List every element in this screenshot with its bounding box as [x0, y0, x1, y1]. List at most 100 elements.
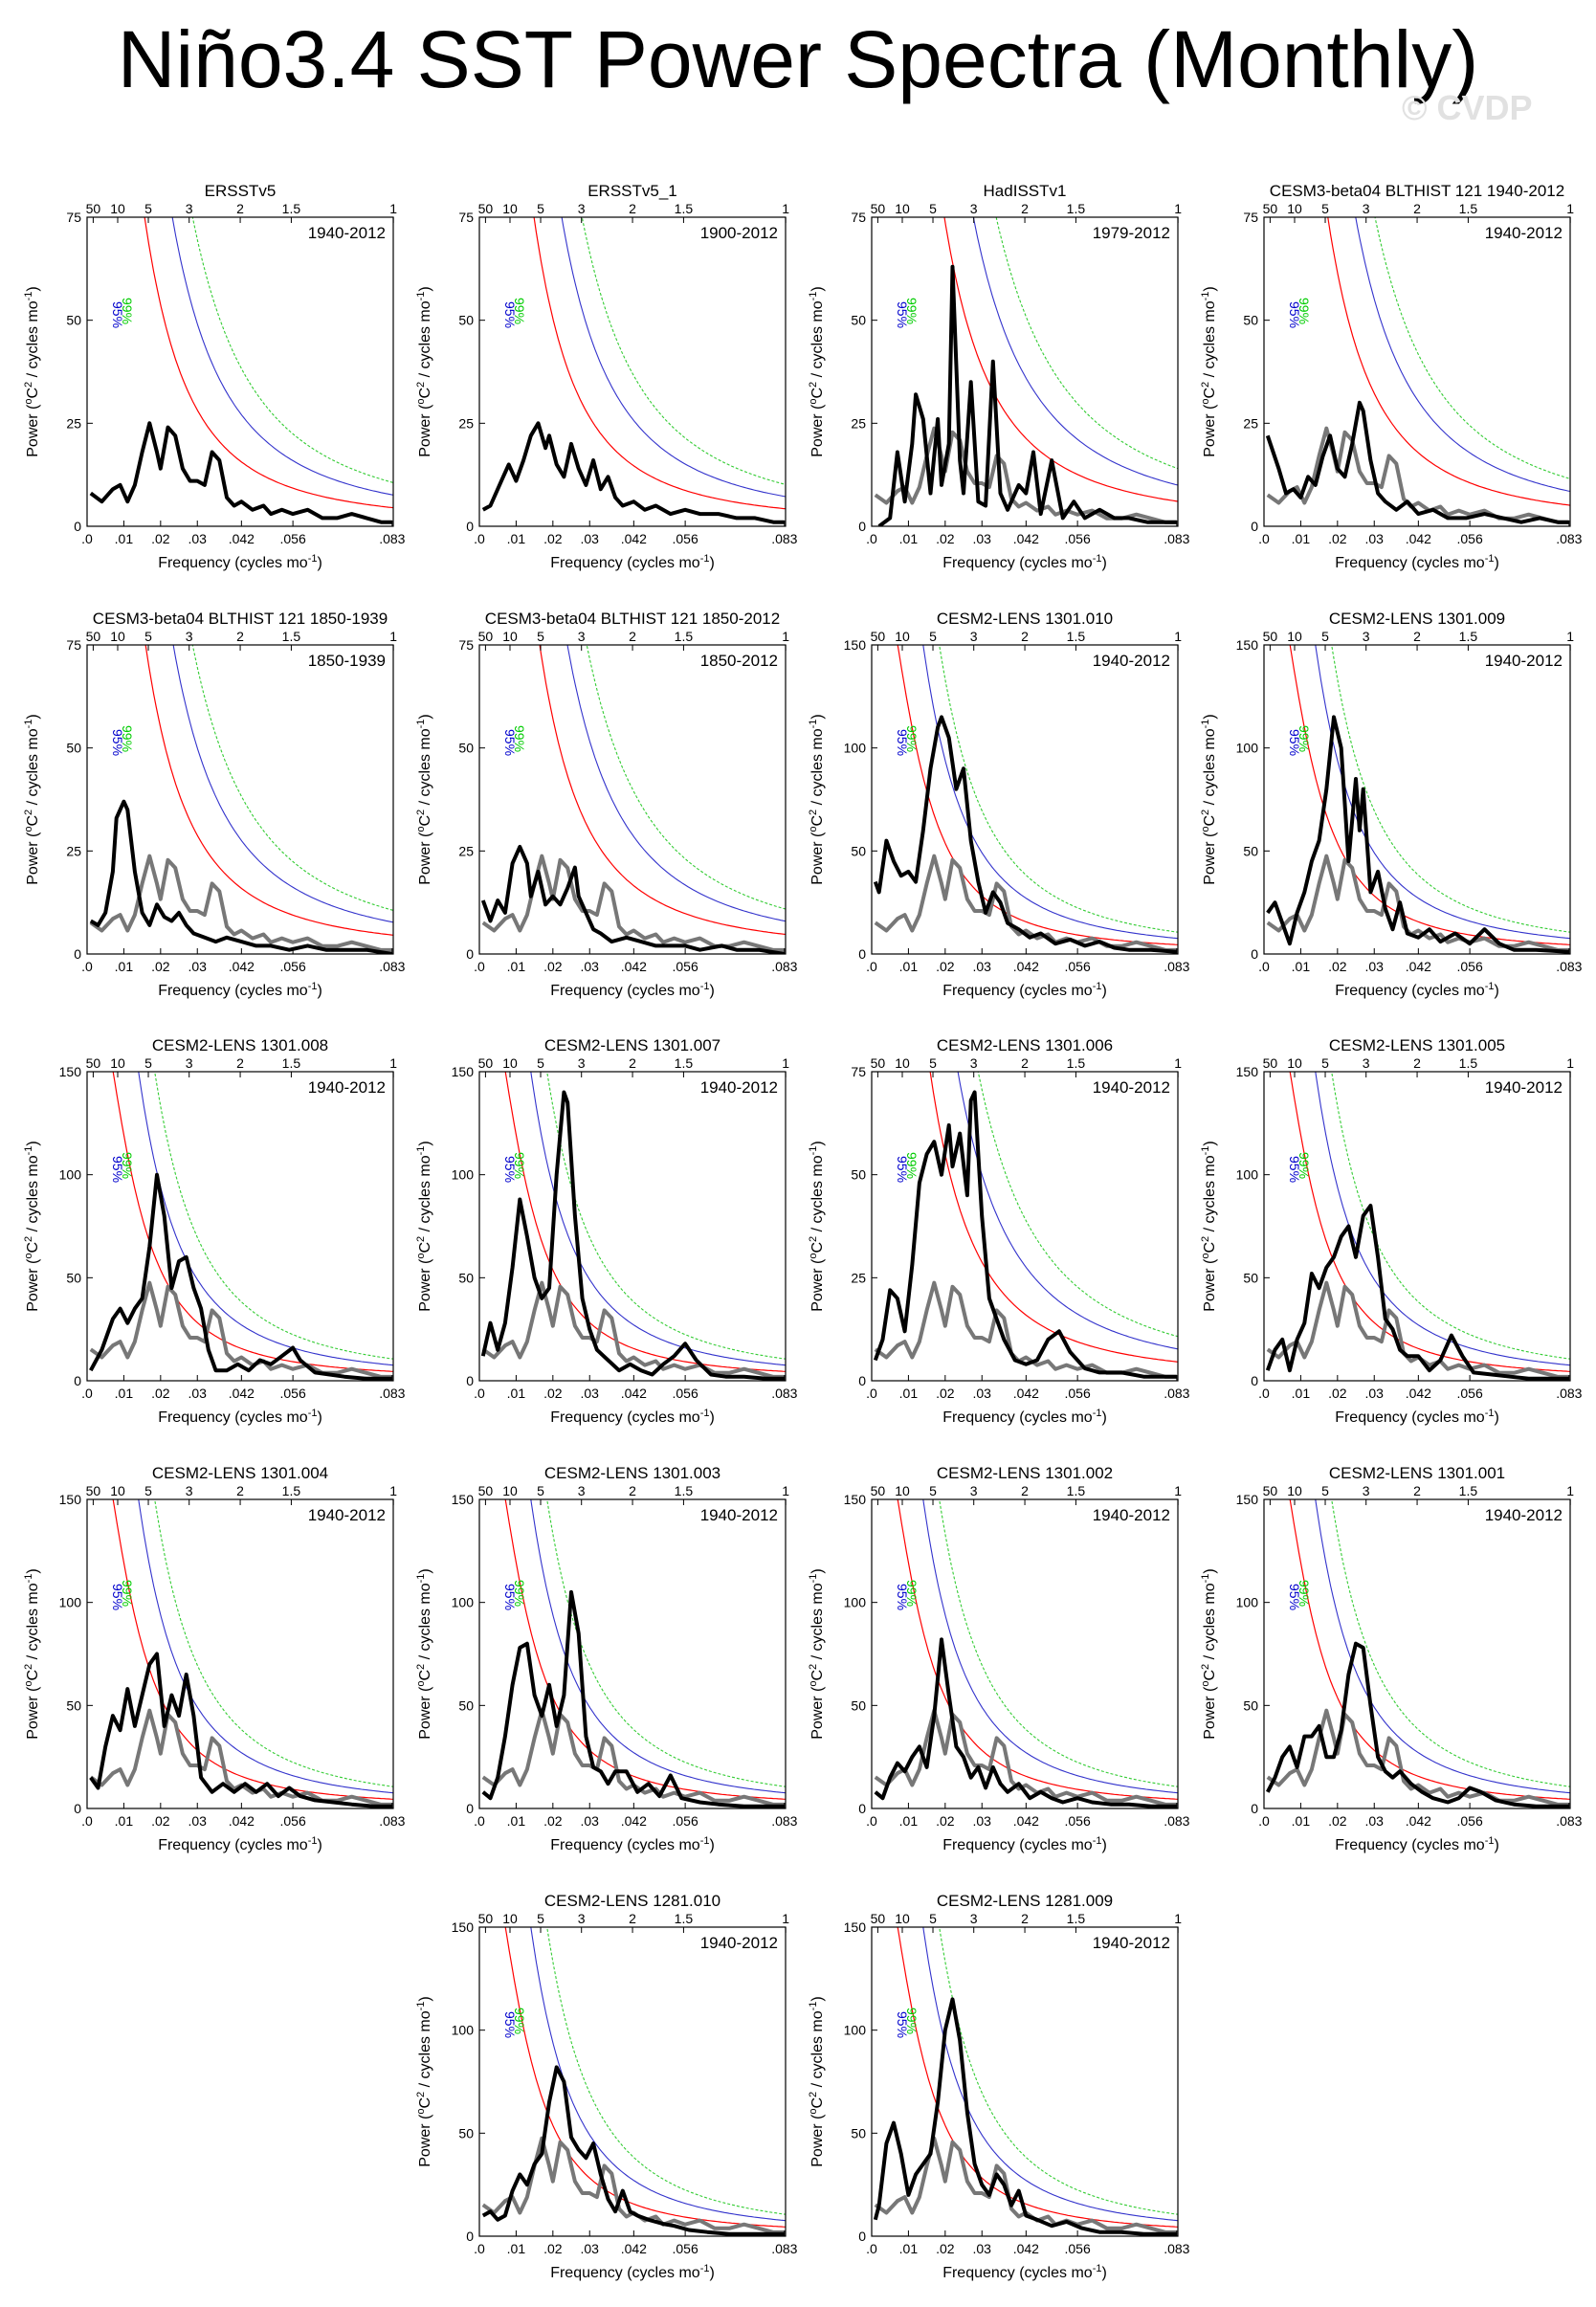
- y-tick-label: 0: [74, 519, 81, 534]
- period-tick-label: 10: [1287, 1483, 1302, 1498]
- x-tick-label: .042: [621, 1386, 647, 1401]
- red-noise-curve: [112, 1072, 393, 1372]
- observations-line: [89, 1708, 392, 1807]
- y-tick-label: 0: [466, 519, 474, 534]
- x-tick-label: .056: [280, 1813, 306, 1829]
- period-tick-label: 3: [578, 1055, 586, 1071]
- period-tick-label: 1: [782, 201, 789, 216]
- red-noise-curve: [897, 1927, 1178, 2228]
- y-axis-label: Power (oC2 / cycles mo-1): [415, 286, 433, 457]
- red-noise-curve: [504, 1499, 786, 1800]
- observations-line: [89, 854, 392, 952]
- x-tick-label: .03: [973, 531, 992, 546]
- y-tick-label: 0: [1251, 946, 1258, 962]
- period-tick-label: 2: [236, 1483, 244, 1498]
- period-label: 1940-2012: [1485, 224, 1563, 242]
- period-tick-label: 1.5: [675, 629, 694, 644]
- plot-frame: [478, 1926, 787, 2237]
- x-tick-label: .0: [866, 1386, 877, 1401]
- chart-panel: CESM2-LENS 1301.003 1940-2012 95%99% .0 .01.…: [415, 1464, 798, 1853]
- x-tick-label: .02: [543, 531, 563, 546]
- x-tick-label: .02: [151, 1386, 170, 1401]
- x-axis-label: Frequency (cycles mo-1): [942, 1835, 1107, 1853]
- chart-panel: CESM3-beta04 BLTHIST 121 1850-1939 1850-1…: [23, 610, 406, 999]
- y-tick-label: 150: [1236, 637, 1259, 653]
- period-label: 1940-2012: [1093, 1934, 1170, 1952]
- x-tick-label: .056: [280, 959, 306, 974]
- period-tick-label: 1: [1174, 201, 1182, 216]
- y-axis-label: Power (oC2 / cycles mo-1): [23, 1141, 41, 1312]
- y-tick-label: 25: [1243, 415, 1258, 431]
- y-tick-label: 0: [858, 1801, 866, 1816]
- red-noise-curve: [943, 217, 1178, 502]
- y-tick-label: 0: [466, 1373, 474, 1388]
- period-tick-label: 50: [871, 1911, 886, 1926]
- period-tick-label: 50: [1263, 629, 1278, 644]
- x-tick-label: .083: [771, 1813, 797, 1829]
- period-tick-label: 1: [782, 1055, 789, 1071]
- ci99-label: 99%: [120, 1152, 135, 1179]
- chart-panel: CESM3-beta04 BLTHIST 121 1940-2012 1940-2…: [1200, 182, 1583, 571]
- period-tick-label: 1.5: [1067, 1055, 1086, 1071]
- ci99-label: 99%: [512, 725, 527, 752]
- x-tick-label: .042: [1406, 959, 1431, 974]
- x-tick-label: .0: [81, 1813, 93, 1829]
- y-tick-label: 100: [452, 2023, 475, 2038]
- curves: [874, 1499, 1178, 1808]
- y-tick-label: 150: [452, 1919, 475, 1935]
- y-tick-label: 0: [858, 519, 866, 534]
- y-tick-label: 150: [1236, 1492, 1259, 1507]
- period-tick-label: 1: [1566, 1055, 1574, 1071]
- period-tick-label: 1: [782, 1911, 789, 1926]
- observations-line: [874, 426, 1177, 524]
- y-axis-label: Power (oC2 / cycles mo-1): [808, 286, 826, 457]
- y-tick-label: 100: [844, 1595, 867, 1610]
- y-tick-label: 150: [844, 1919, 867, 1935]
- period-tick-label: 3: [186, 629, 193, 644]
- period-tick-label: 2: [1021, 1483, 1029, 1498]
- period-tick-label: 10: [110, 201, 125, 216]
- x-tick-label: .056: [1065, 2241, 1091, 2256]
- x-tick-label: .01: [507, 1386, 526, 1401]
- ci99-curve: [939, 645, 1178, 933]
- series-line: [877, 264, 1177, 526]
- period-tick-label: 10: [895, 1055, 910, 1071]
- x-tick-label: .01: [115, 1813, 134, 1829]
- x-tick-label: .03: [973, 1813, 992, 1829]
- x-axis-label: Frequency (cycles mo-1): [550, 2263, 715, 2281]
- series-line: [1265, 1204, 1569, 1381]
- period-label: 1979-2012: [1093, 224, 1170, 242]
- period-tick-label: 2: [629, 1483, 636, 1498]
- period-tick-label: 2: [236, 1055, 244, 1071]
- ci99-label: 99%: [1297, 1152, 1312, 1179]
- x-tick-label: .0: [1258, 531, 1270, 546]
- y-tick-label: 50: [66, 741, 81, 756]
- period-tick-label: 1.5: [1067, 629, 1086, 644]
- ci99-curve: [1331, 1072, 1570, 1360]
- period-label: 1940-2012: [308, 224, 386, 242]
- y-tick-label: 25: [66, 415, 81, 431]
- x-tick-label: .083: [1164, 531, 1189, 546]
- period-tick-label: 1.5: [1459, 201, 1478, 216]
- period-tick-label: 50: [1263, 201, 1278, 216]
- x-tick-label: .056: [673, 1813, 698, 1829]
- ci99-curve: [581, 217, 786, 485]
- ci95-label: 95%: [895, 301, 910, 328]
- period-tick-label: 1.5: [1067, 201, 1086, 216]
- x-tick-label: .0: [474, 1813, 485, 1829]
- x-tick-label: .056: [280, 531, 306, 546]
- plot-frame: [478, 644, 787, 955]
- chart-panel: CESM2-LENS 1301.005 1940-2012 95%99% .0 .01.…: [1200, 1036, 1583, 1426]
- x-tick-label: .02: [1328, 1386, 1347, 1401]
- period-tick-label: 5: [537, 1483, 544, 1498]
- x-tick-label: .02: [151, 1813, 170, 1829]
- period-tick-label: 2: [1021, 629, 1029, 644]
- period-tick-label: 10: [502, 629, 518, 644]
- x-tick-label: .02: [936, 1386, 955, 1401]
- panel-title: HadISSTv1: [984, 182, 1067, 200]
- x-tick-label: .03: [188, 531, 208, 546]
- y-axis-label: Power (oC2 / cycles mo-1): [415, 714, 433, 885]
- period-tick-label: 10: [110, 629, 125, 644]
- x-tick-label: .01: [507, 2241, 526, 2256]
- plot-frame: [86, 216, 394, 527]
